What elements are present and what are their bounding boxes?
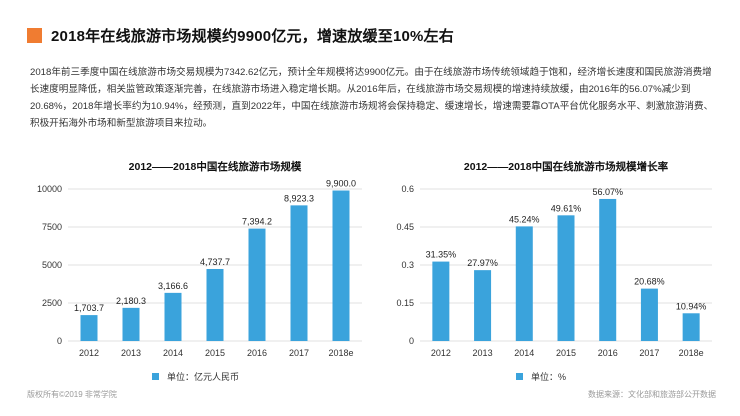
page-title: 2018年在线旅游市场规模约9900亿元，增速放缓至10%左右 xyxy=(51,27,454,45)
market-size-chart: 2012——2018中国在线旅游市场规模 0 2500 5000 7500 10000 1,… xyxy=(37,160,362,358)
y-tick-label: 2500 xyxy=(42,298,62,308)
market-size-legend: 单位：亿元人民币 xyxy=(152,370,239,383)
legend-label: 单位：亿元人民币 xyxy=(167,372,240,382)
x-tick-label: 2013 xyxy=(473,348,493,358)
legend-label: 单位：% xyxy=(531,372,567,382)
bar xyxy=(122,307,140,341)
y-tick-label: 0.45 xyxy=(396,222,414,232)
bar xyxy=(290,205,308,341)
y-tick-label: 0.15 xyxy=(396,298,414,308)
data-label: 8,923.3 xyxy=(284,193,314,203)
data-label: 20.68% xyxy=(634,277,665,287)
x-tick-label: 2015 xyxy=(205,348,225,358)
x-tick-label: 2018e xyxy=(679,348,704,358)
data-label: 9,900.0 xyxy=(326,179,356,189)
x-tick-label: 2018e xyxy=(328,348,353,358)
bar xyxy=(248,228,266,341)
y-tick-label: 0 xyxy=(409,336,414,346)
data-label: 10.94% xyxy=(676,301,707,311)
y-tick-label: 0 xyxy=(57,336,62,346)
data-label: 4,737.7 xyxy=(200,257,230,267)
chart-title: 2012——2018中国在线旅游市场规模增长率 xyxy=(464,160,669,173)
y-tick-label: 5000 xyxy=(42,260,62,270)
legend-swatch xyxy=(152,373,159,380)
x-tick-label: 2012 xyxy=(431,348,451,358)
data-label: 27.97% xyxy=(467,258,498,268)
x-tick-label: 2013 xyxy=(121,348,141,358)
bar xyxy=(432,261,450,341)
bar xyxy=(80,315,98,341)
data-label: 1,703.7 xyxy=(74,303,104,313)
bar xyxy=(164,292,182,341)
x-tick-label: 2017 xyxy=(289,348,309,358)
data-label: 31.35% xyxy=(426,250,457,260)
bar xyxy=(332,190,350,341)
bar xyxy=(474,270,492,341)
data-label: 56.07% xyxy=(592,187,623,197)
bar xyxy=(640,288,658,341)
bar xyxy=(515,226,533,341)
data-label: 45.24% xyxy=(509,214,540,224)
copyright-text: 版权所有©2019 非常学院 xyxy=(27,390,117,399)
x-tick-label: 2012 xyxy=(79,348,99,358)
bar xyxy=(557,215,575,341)
y-tick-label: 7500 xyxy=(42,222,62,232)
page-header: 2018年在线旅游市场规模约9900亿元，增速放缓至10%左右 xyxy=(27,24,454,46)
data-label: 7,394.2 xyxy=(242,217,272,227)
growth-rate-chart: 2012——2018中国在线旅游市场规模增长率 0 0.15 0.3 0.45 0.6 31… xyxy=(396,160,712,358)
x-tick-label: 2016 xyxy=(247,348,267,358)
x-tick-label: 2016 xyxy=(598,348,618,358)
x-tick-label: 2017 xyxy=(639,348,659,358)
x-tick-label: 2014 xyxy=(514,348,534,358)
y-tick-label: 0.6 xyxy=(401,184,414,194)
header-accent-square xyxy=(27,27,42,43)
growth-rate-legend: 单位：% xyxy=(516,370,566,383)
bar xyxy=(206,268,224,341)
chart-title: 2012——2018中国在线旅游市场规模 xyxy=(129,160,302,173)
data-label: 49.61% xyxy=(551,203,582,213)
data-source-text: 数据来源：文化部和旅游部公开数据 xyxy=(588,390,716,399)
y-tick-label: 0.3 xyxy=(401,260,414,270)
data-label: 2,180.3 xyxy=(116,296,146,306)
bar xyxy=(682,313,700,341)
bar xyxy=(599,198,617,341)
x-tick-label: 2015 xyxy=(556,348,576,358)
summary-paragraph: 2018年前三季度中国在线旅游市场交易规模为7342.62亿元，预计全年规模将达… xyxy=(30,67,714,129)
legend-swatch xyxy=(516,373,523,380)
y-tick-label: 10000 xyxy=(37,184,62,194)
data-label: 3,166.6 xyxy=(158,281,188,291)
x-tick-label: 2014 xyxy=(163,348,183,358)
